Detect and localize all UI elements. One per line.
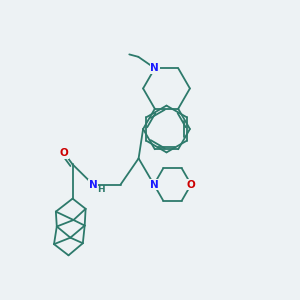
Text: N: N (150, 63, 159, 73)
Text: O: O (187, 179, 196, 190)
Text: N: N (149, 179, 158, 190)
Text: O: O (60, 148, 69, 158)
Text: H: H (98, 185, 105, 194)
Text: N: N (88, 179, 98, 190)
